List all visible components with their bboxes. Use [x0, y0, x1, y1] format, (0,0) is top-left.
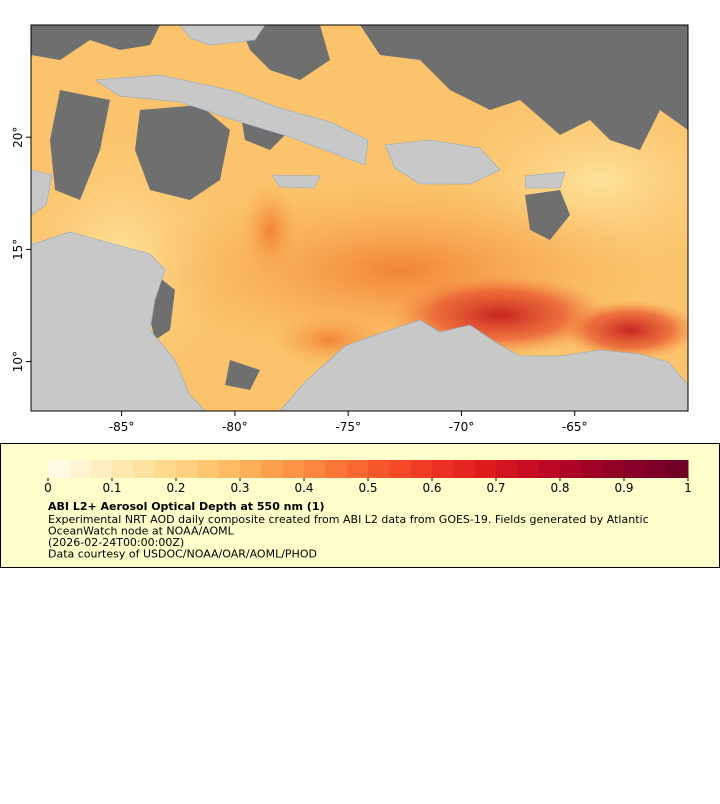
- colorbar-segment: [48, 460, 70, 478]
- y-tick-label: 10°: [11, 351, 25, 372]
- colorbar-tick-label: 0.3: [230, 481, 249, 495]
- colorbar-segment: [624, 460, 646, 478]
- colorbar-segment: [240, 460, 262, 478]
- haze: [560, 300, 688, 360]
- map-image: [31, 25, 688, 411]
- x-tick-label: -85°: [109, 420, 135, 434]
- x-tick-label: -75°: [335, 420, 361, 434]
- legend-title: ABI L2+ Aerosol Optical Depth at 550 nm …: [48, 500, 325, 513]
- colorbar-segment: [282, 460, 305, 478]
- haze: [240, 180, 300, 280]
- colorbar-segment: [453, 460, 476, 478]
- colorbar-tick-label: 0.4: [294, 481, 313, 495]
- colorbar-segment: [176, 460, 198, 478]
- colorbar-segment: [432, 460, 454, 478]
- colorbar-segment: [261, 460, 284, 478]
- colorbar-segment: [133, 460, 156, 478]
- colorbar-segment: [517, 460, 540, 478]
- y-tick-label: 20°: [11, 127, 25, 148]
- colorbar-segment: [154, 460, 177, 478]
- legend-line: Experimental NRT AOD daily composite cre…: [48, 513, 649, 526]
- colorbar-tick-label: 0.8: [550, 481, 569, 495]
- x-tick-label: -80°: [222, 420, 248, 434]
- legend-line: (2026-02-24T00:00:00Z): [48, 536, 184, 549]
- colorbar-tick-label: 0.1: [102, 481, 121, 495]
- colorbar-tick-label: 0: [44, 481, 52, 495]
- colorbar-segment: [538, 460, 561, 478]
- colorbar-segment: [346, 460, 369, 478]
- colorbar-segment: [90, 460, 113, 478]
- colorbar-tick-label: 0.2: [166, 481, 185, 495]
- x-tick-label: -70°: [449, 420, 475, 434]
- land: [31, 25, 688, 411]
- x-tick-label: -65°: [562, 420, 588, 434]
- y-tick-label: 15°: [11, 239, 25, 260]
- colorbar-tick-label: 0.5: [358, 481, 377, 495]
- colorbar-tick-label: 0.6: [422, 481, 441, 495]
- legend-line: Data courtesy of USDOC/NOAA/OAR/AOML/PHO…: [48, 548, 317, 561]
- colorbar-segment: [410, 460, 433, 478]
- colorbar-segment: [474, 460, 497, 478]
- colorbar-segment: [645, 460, 668, 478]
- colorbar-segment: [560, 460, 582, 478]
- colorbar-segment: [69, 460, 92, 478]
- colorbar-segment: [197, 460, 220, 478]
- colorbar-segment: [304, 460, 326, 478]
- colorbar-segment: [368, 460, 390, 478]
- colorbar-tick-label: 1: [684, 481, 692, 495]
- colorbar-tick-label: 0.7: [486, 481, 505, 495]
- colorbar-segment: [666, 460, 689, 478]
- colorbar-segment: [581, 460, 604, 478]
- colorbar-segment: [218, 460, 241, 478]
- colorbar-segment: [496, 460, 518, 478]
- colorbar-segment: [389, 460, 412, 478]
- legend-line: OceanWatch node at NOAA/AOML: [48, 525, 235, 538]
- colorbar-segment: [325, 460, 348, 478]
- colorbar-tick-label: 0.9: [614, 481, 633, 495]
- colorbar-segment: [112, 460, 134, 478]
- clouds: [31, 25, 688, 390]
- colorbar-segment: [602, 460, 625, 478]
- map-frame: [30, 24, 689, 412]
